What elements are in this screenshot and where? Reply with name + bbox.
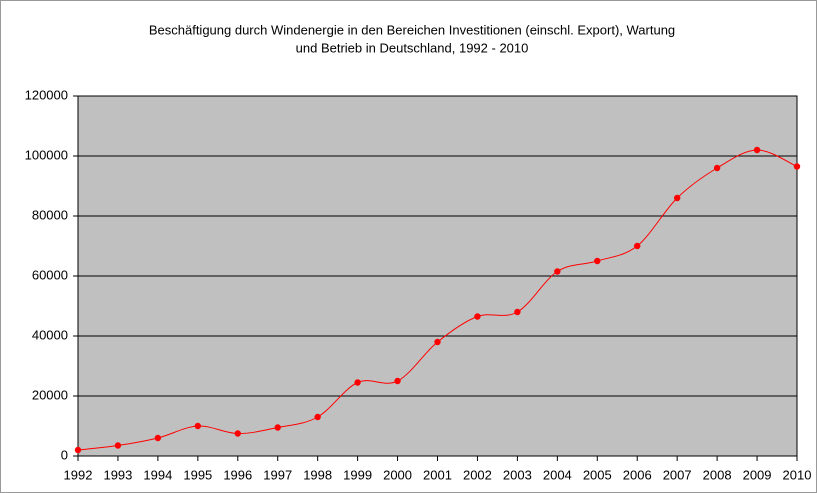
y-tick-label: 0 (61, 447, 68, 462)
data-point (634, 242, 641, 250)
chart-title: und Betrieb in Deutschland, 1992 - 2010 (296, 40, 529, 55)
data-point (673, 194, 681, 202)
data-point (74, 446, 82, 454)
x-tick-label: 2006 (623, 467, 652, 482)
data-point (274, 424, 281, 431)
x-tick-label: 2009 (743, 467, 772, 482)
data-point (314, 413, 321, 421)
data-point (234, 430, 241, 437)
x-tick-label: 1997 (263, 467, 292, 482)
x-tick-label: 2002 (463, 467, 492, 482)
chart-title: Beschäftigung durch Windenergie in den B… (149, 22, 675, 37)
x-tick-label: 2004 (543, 467, 572, 482)
data-point (554, 268, 561, 275)
x-tick-label: 2000 (383, 467, 412, 482)
y-tick-label: 40000 (32, 327, 68, 342)
data-point (154, 434, 162, 442)
data-point (354, 379, 361, 386)
data-point (713, 164, 721, 172)
data-point (793, 163, 801, 170)
x-tick-label: 2008 (703, 467, 732, 482)
x-tick-label: 1996 (223, 467, 252, 482)
x-tick-label: 1993 (103, 467, 132, 482)
x-tick-label: 2001 (423, 467, 452, 482)
x-tick-label: 2005 (583, 467, 612, 482)
x-tick-label: 1998 (303, 467, 332, 482)
data-point (594, 257, 601, 265)
data-point (194, 422, 202, 430)
x-tick-label: 1999 (343, 467, 372, 482)
data-point (434, 338, 441, 346)
data-point (394, 377, 401, 385)
x-tick-label: 2010 (783, 467, 812, 482)
x-tick-label: 2003 (503, 467, 532, 482)
y-tick-label: 80000 (32, 207, 68, 222)
x-tick-label: 2007 (663, 467, 692, 482)
data-point (474, 313, 481, 320)
y-tick-label: 60000 (32, 267, 68, 282)
y-tick-label: 100000 (25, 147, 68, 162)
data-point (114, 442, 122, 449)
data-point (514, 308, 521, 316)
data-point (753, 146, 761, 154)
x-tick-label: 1994 (143, 467, 172, 482)
y-tick-label: 20000 (32, 387, 68, 402)
y-tick-label: 120000 (25, 87, 68, 102)
x-tick-label: 1992 (64, 467, 93, 482)
x-tick-label: 1995 (183, 467, 212, 482)
